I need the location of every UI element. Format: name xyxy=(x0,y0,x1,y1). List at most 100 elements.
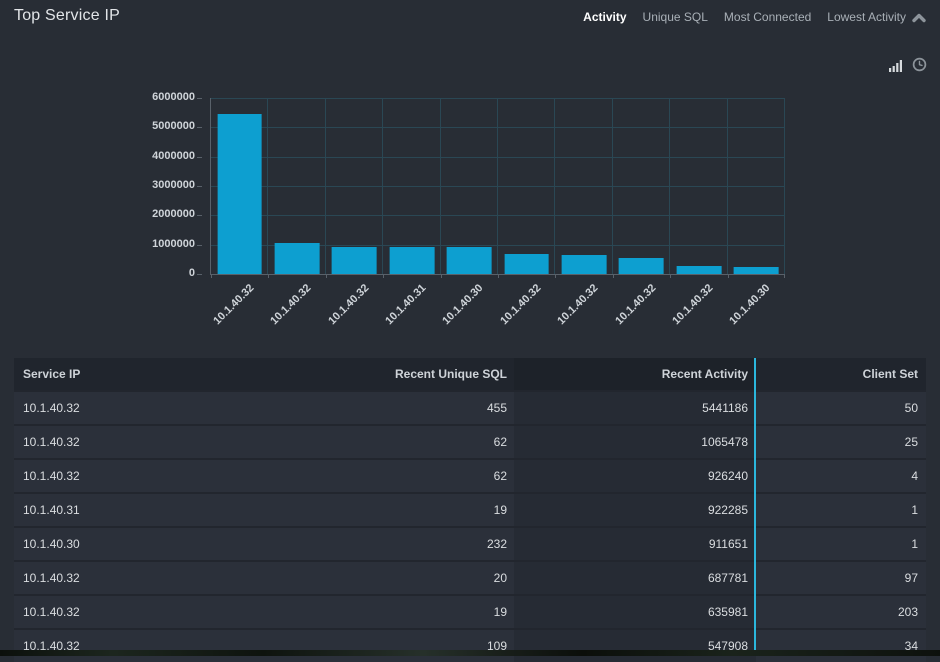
x-tick-label: 10.1.40.32 xyxy=(555,282,600,327)
y-tick-mark xyxy=(197,274,202,275)
table-row[interactable]: 10.1.40.302329116511 xyxy=(14,528,926,560)
bar-category xyxy=(670,98,727,274)
bar-category xyxy=(498,98,555,274)
table-row[interactable]: 10.1.40.32455544118650 xyxy=(14,392,926,424)
y-tick-mark xyxy=(197,127,202,128)
table-row[interactable]: 10.1.40.32629262404 xyxy=(14,460,926,492)
bar-category xyxy=(211,98,268,274)
table-header-row: Service IPRecent Unique SQLRecent Activi… xyxy=(14,358,926,390)
x-axis-labels: 10.1.40.32 10.1.40.32 10.1.40.32 10.1.40.31… xyxy=(210,278,784,340)
column-header[interactable]: Recent Activity xyxy=(514,358,756,390)
bar-category xyxy=(326,98,383,274)
bar[interactable] xyxy=(734,267,779,274)
table-cell: 1065478 xyxy=(514,426,756,458)
table-cell: 10.1.40.30 xyxy=(14,528,349,560)
bar[interactable] xyxy=(447,247,492,274)
sorted-column-highlight-line xyxy=(754,358,756,651)
bar-category xyxy=(268,98,325,274)
table-cell: 109 xyxy=(349,630,514,662)
y-tick-label: 2000000 xyxy=(152,208,195,220)
table-cell: 922285 xyxy=(514,494,756,526)
y-tick-label: 3000000 xyxy=(152,179,195,191)
table-cell: 547908 xyxy=(514,630,756,662)
bar[interactable] xyxy=(619,258,664,274)
table-cell: 687781 xyxy=(514,562,756,594)
bar[interactable] xyxy=(390,247,435,274)
tab-unique-sql[interactable]: Unique SQL xyxy=(643,10,708,24)
y-tick-label: 5000000 xyxy=(152,120,195,132)
collapse-panel-button[interactable] xyxy=(911,11,927,23)
bar[interactable] xyxy=(217,114,262,274)
table-cell: 25 xyxy=(756,426,926,458)
table-cell: 232 xyxy=(349,528,514,560)
bar[interactable] xyxy=(332,247,377,274)
x-tick-label: 10.1.40.32 xyxy=(211,282,256,327)
page-background-strip xyxy=(0,650,940,656)
table-cell: 10.1.40.32 xyxy=(14,596,349,628)
table-cell: 10.1.40.32 xyxy=(14,426,349,458)
table-row[interactable]: 10.1.40.3210954790834 xyxy=(14,630,926,662)
table-cell: 911651 xyxy=(514,528,756,560)
column-header[interactable]: Client Set xyxy=(756,358,926,390)
bar-chart-icon[interactable] xyxy=(889,59,902,77)
table-cell: 635981 xyxy=(514,596,756,628)
tab-lowest-activity[interactable]: Lowest Activity xyxy=(827,10,906,24)
x-tick-label: 10.1.40.32 xyxy=(326,282,371,327)
bar-category xyxy=(555,98,612,274)
x-tick-label: 10.1.40.30 xyxy=(441,282,486,327)
y-tick-mark xyxy=(197,245,202,246)
table-row[interactable]: 10.1.40.322068778197 xyxy=(14,562,926,594)
table-row[interactable]: 10.1.40.31199222851 xyxy=(14,494,926,526)
y-tick-label: 4000000 xyxy=(152,150,195,162)
table-cell: 10.1.40.32 xyxy=(14,562,349,594)
table-cell: 50 xyxy=(756,392,926,424)
y-tick-mark xyxy=(197,98,202,99)
bar-category xyxy=(441,98,498,274)
table-row[interactable]: 10.1.40.3262106547825 xyxy=(14,426,926,458)
y-tick-label: 6000000 xyxy=(152,91,195,103)
bar[interactable] xyxy=(275,243,320,274)
table-cell: 203 xyxy=(756,596,926,628)
bar-category xyxy=(728,98,785,274)
y-tick-label: 0 xyxy=(189,267,195,279)
table-cell: 62 xyxy=(349,460,514,492)
table-cell: 10.1.40.32 xyxy=(14,392,349,424)
table-cell: 19 xyxy=(349,494,514,526)
table-cell: 4 xyxy=(756,460,926,492)
table-cell: 926240 xyxy=(514,460,756,492)
x-tick-label: 10.1.40.30 xyxy=(728,282,773,327)
clock-icon[interactable] xyxy=(912,57,927,77)
table-cell: 1 xyxy=(756,494,926,526)
table-cell: 20 xyxy=(349,562,514,594)
panel-header: Top Service IP Activity Unique SQL Most Co… xyxy=(0,0,940,34)
y-tick-label: 1000000 xyxy=(152,238,195,250)
table-cell: 1 xyxy=(756,528,926,560)
table-cell: 34 xyxy=(756,630,926,662)
bar-category xyxy=(383,98,440,274)
chart-toolbar xyxy=(889,57,927,77)
y-tick-mark xyxy=(197,186,202,187)
tab-activity[interactable]: Activity xyxy=(583,10,626,24)
column-header[interactable]: Service IP xyxy=(14,358,349,390)
chevron-up-icon xyxy=(911,11,927,28)
service-ip-table: Service IPRecent Unique SQLRecent Activi… xyxy=(14,358,926,662)
x-tick-label: 10.1.40.32 xyxy=(498,282,543,327)
table-cell: 10.1.40.31 xyxy=(14,494,349,526)
bar[interactable] xyxy=(562,255,607,274)
table-cell: 455 xyxy=(349,392,514,424)
bar[interactable] xyxy=(504,254,549,274)
y-tick-mark xyxy=(197,215,202,216)
column-header[interactable]: Recent Unique SQL xyxy=(349,358,514,390)
top-service-ip-panel: { "panel": { "title": "Top Service IP" }… xyxy=(0,0,940,656)
tab-most-connected[interactable]: Most Connected xyxy=(724,10,811,24)
page-title: Top Service IP xyxy=(14,7,120,25)
bar[interactable] xyxy=(677,266,722,274)
table-cell: 62 xyxy=(349,426,514,458)
table-row[interactable]: 10.1.40.3219635981203 xyxy=(14,596,926,628)
y-tick-mark xyxy=(197,157,202,158)
table-cell: 10.1.40.32 xyxy=(14,630,349,662)
bar-category xyxy=(613,98,670,274)
table-cell: 19 xyxy=(349,596,514,628)
x-tick-label: 10.1.40.31 xyxy=(383,282,428,327)
table-cell: 10.1.40.32 xyxy=(14,460,349,492)
